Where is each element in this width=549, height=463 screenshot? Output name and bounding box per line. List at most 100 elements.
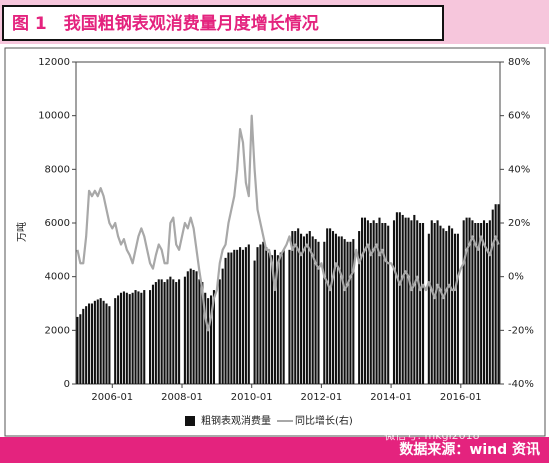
bar: [166, 279, 169, 384]
bar: [456, 233, 459, 384]
plot-area: [75, 61, 501, 385]
bar: [349, 241, 352, 384]
bar: [218, 279, 221, 384]
watermark: 微信号: mkgl2018: [384, 428, 479, 442]
bar: [262, 241, 265, 384]
y2-tick-label: 0%: [508, 272, 524, 283]
bar: [334, 233, 337, 384]
bar: [294, 231, 297, 384]
x-tick-label: 2006-01: [91, 392, 133, 403]
bar: [462, 220, 465, 384]
bar: [331, 231, 335, 384]
bar: [494, 204, 497, 384]
bar: [468, 217, 471, 384]
bar: [137, 291, 140, 384]
bar: [122, 291, 125, 384]
bar: [204, 292, 207, 384]
y-tick-label: 12000: [38, 57, 70, 68]
y-tick-label: 10000: [38, 111, 70, 122]
source: 数据来源：wind 资讯: [399, 441, 540, 458]
bar: [233, 249, 236, 384]
y-tick-label: 6000: [45, 218, 70, 229]
bar: [209, 295, 213, 384]
bar: [395, 212, 398, 384]
bar: [485, 223, 488, 384]
bar: [346, 241, 349, 384]
bar: [305, 233, 308, 384]
bar: [384, 223, 387, 384]
y2-tick-label: -40%: [508, 379, 534, 390]
chart-frame: [4, 47, 546, 437]
bar: [85, 306, 88, 384]
bar: [291, 231, 294, 384]
title-box: [2, 5, 444, 41]
bar: [76, 316, 79, 384]
bar: [143, 290, 146, 384]
bar: [227, 252, 230, 384]
bar: [140, 292, 143, 384]
bar: [96, 299, 99, 384]
bar: [189, 268, 192, 384]
bar: [436, 220, 439, 384]
bar: [93, 300, 96, 384]
y2-tick-label: -20%: [508, 325, 534, 336]
y2-tick-label: 20%: [508, 218, 530, 229]
bar: [253, 260, 256, 384]
bar: [366, 220, 369, 384]
bar: [186, 271, 189, 384]
bar: [410, 220, 413, 384]
bar: [265, 247, 268, 384]
bar: [343, 239, 346, 384]
bar: [363, 217, 367, 384]
bar: [201, 282, 204, 384]
x-tick-label: 2008-01: [161, 392, 203, 403]
bar: [212, 290, 215, 384]
legend-label: 同比增长(右): [295, 414, 353, 427]
bar: [221, 268, 224, 384]
bar: [358, 231, 361, 384]
bar: [88, 303, 91, 384]
bar: [497, 204, 500, 384]
bar: [419, 223, 422, 384]
bar: [314, 239, 317, 384]
y2-tick-label: 60%: [508, 111, 530, 122]
bar: [430, 220, 433, 384]
bar: [79, 314, 82, 384]
bar: [378, 217, 381, 384]
bar: [99, 298, 102, 384]
bar: [175, 282, 178, 384]
bar: [279, 252, 282, 384]
bar: [154, 282, 157, 384]
bar: [369, 223, 372, 384]
bar: [401, 214, 404, 384]
bar: [311, 236, 314, 384]
bar: [480, 223, 483, 384]
bar: [128, 294, 131, 384]
bar: [241, 249, 245, 384]
x-tick-label: 2010-01: [231, 392, 273, 403]
x-tick-label: 2012-01: [300, 392, 342, 403]
bar: [407, 217, 410, 384]
bar: [375, 223, 378, 384]
y-tick-label: 4000: [45, 272, 70, 283]
line: [76, 114, 500, 332]
legend-swatch: [185, 416, 195, 426]
bar: [323, 241, 326, 384]
bar: [413, 214, 416, 384]
bar: [477, 223, 480, 384]
bar: [337, 236, 340, 384]
bar: [329, 228, 332, 384]
bar: [439, 225, 442, 384]
x-tick-label: 2014-01: [370, 392, 412, 403]
bar: [244, 247, 247, 384]
bar: [160, 279, 163, 384]
bar: [372, 220, 375, 384]
bar: [224, 257, 227, 384]
bar: [445, 231, 448, 384]
y-tick-label: 8000: [45, 164, 70, 175]
y2-tick-label: 40%: [508, 164, 530, 175]
bar: [172, 279, 175, 384]
bar: [239, 247, 242, 384]
bar: [433, 223, 436, 384]
